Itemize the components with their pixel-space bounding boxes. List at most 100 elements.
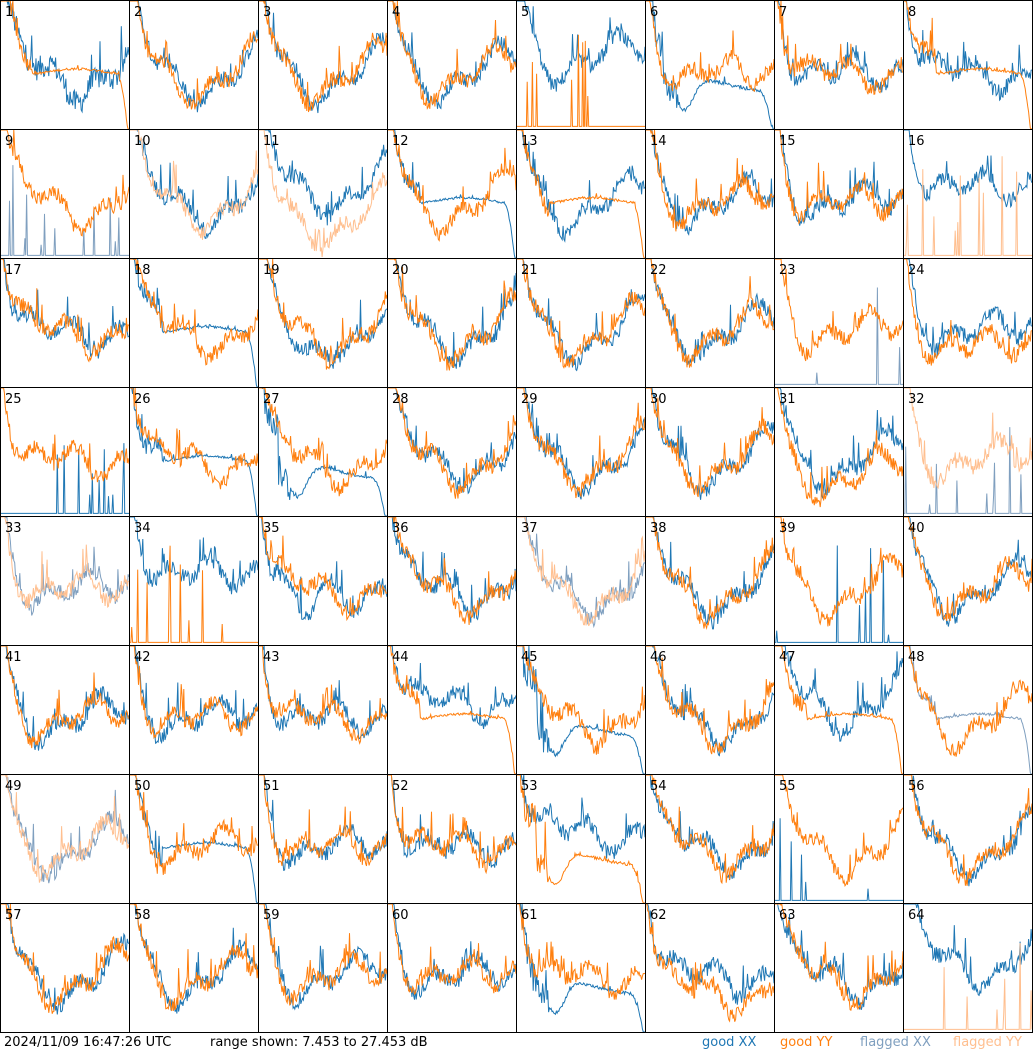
panel-label-21: 21 [521,263,538,278]
panel-18 [130,259,258,387]
series-yy-34 [130,545,258,643]
panel-label-3: 3 [263,5,271,20]
series-yy-59 [259,904,387,1007]
panel-44 [388,646,516,774]
panel-48 [904,646,1032,774]
panel-17 [1,259,129,363]
panel-label-13: 13 [521,134,538,149]
panel-26 [130,388,258,516]
panel-label-6: 6 [650,5,658,20]
panel-label-24: 24 [908,263,925,278]
series-yy-45 [517,646,645,755]
series-yy-30 [646,388,774,498]
panel-22 [646,259,774,368]
panel-16 [904,130,1032,256]
series-yy-24 [904,259,1032,366]
panel-40 [904,517,1032,627]
panel-39 [775,517,903,643]
series-xx-37 [517,517,645,629]
series-xx-1 [1,1,129,114]
panel-20 [388,259,516,371]
panel-label-40: 40 [908,521,925,536]
panel-50 [130,775,258,903]
panel-label-54: 54 [650,779,667,794]
series-xx-23 [775,287,903,385]
panel-61 [517,904,645,1032]
series-xx-11 [259,130,387,226]
panel-label-26: 26 [134,392,151,407]
panel-label-25: 25 [5,392,22,407]
series-yy-14 [646,130,774,232]
panel-label-38: 38 [650,521,667,536]
footer: 2024/11/09 16:47:26 UTC range shown: 7.4… [0,1033,1033,1053]
series-yy-37 [517,517,645,627]
series-xx-48 [904,646,1032,774]
series-yy-54 [646,775,774,885]
series-xx-43 [259,646,387,740]
series-yy-4 [388,1,516,110]
series-xx-5 [517,1,645,92]
series-xx-51 [259,775,387,871]
panel-45 [517,646,645,774]
legend-good-xx: good XX [702,1035,757,1050]
panel-47 [775,646,903,774]
panel-35 [259,517,387,622]
panel-19 [259,259,387,370]
series-yy-62 [646,904,774,1023]
legend-flagged-xx: flagged XX [860,1035,931,1050]
panel-32 [904,388,1032,514]
panel-14 [646,130,774,236]
series-yy-39 [775,517,903,627]
series-xx-29 [517,388,645,500]
panel-label-50: 50 [134,779,151,794]
series-xx-30 [646,388,774,500]
panel-label-8: 8 [908,5,916,20]
series-yy-53 [517,775,645,903]
series-xx-47 [775,646,903,742]
panel-label-48: 48 [908,650,925,665]
panel-label-27: 27 [263,392,280,407]
series-xx-32 [904,427,1032,514]
series-yy-56 [904,775,1032,886]
series-xx-3 [259,1,387,114]
panel-label-1: 1 [5,5,13,20]
panel-10 [130,130,258,240]
series-yy-35 [259,517,387,622]
panel-4 [388,1,516,110]
panel-label-58: 58 [134,908,151,923]
series-yy-18 [130,259,258,366]
series-yy-9 [1,130,129,237]
series-yy-19 [259,259,387,370]
series-yy-46 [646,646,774,755]
panel-label-12: 12 [392,134,409,149]
series-yy-28 [388,388,516,499]
panel-label-47: 47 [779,650,796,665]
panel-42 [130,646,258,745]
panel-label-43: 43 [263,650,280,665]
panel-label-14: 14 [650,134,667,149]
panel-2 [130,1,258,113]
series-yy-49 [1,775,129,883]
panel-8 [904,1,1032,129]
series-yy-57 [1,904,129,1014]
series-yy-33 [1,517,129,609]
series-yy-17 [1,259,129,363]
series-xx-6 [646,1,774,129]
series-xx-8 [904,1,1032,102]
panel-15 [775,130,903,226]
series-xx-62 [646,904,774,1005]
series-xx-24 [904,259,1032,358]
panel-label-55: 55 [779,779,796,794]
series-yy-61 [517,904,645,1000]
series-xx-31 [775,388,903,499]
panel-label-10: 10 [134,134,151,149]
panel-label-44: 44 [392,650,409,665]
panel-label-37: 37 [521,521,538,536]
panel-label-32: 32 [908,392,925,407]
series-yy-27 [259,388,387,497]
series-yy-1 [1,1,129,129]
series-yy-23 [775,259,903,362]
panel-58 [130,904,258,1014]
series-xx-22 [646,259,774,365]
series-xx-12 [388,130,516,258]
